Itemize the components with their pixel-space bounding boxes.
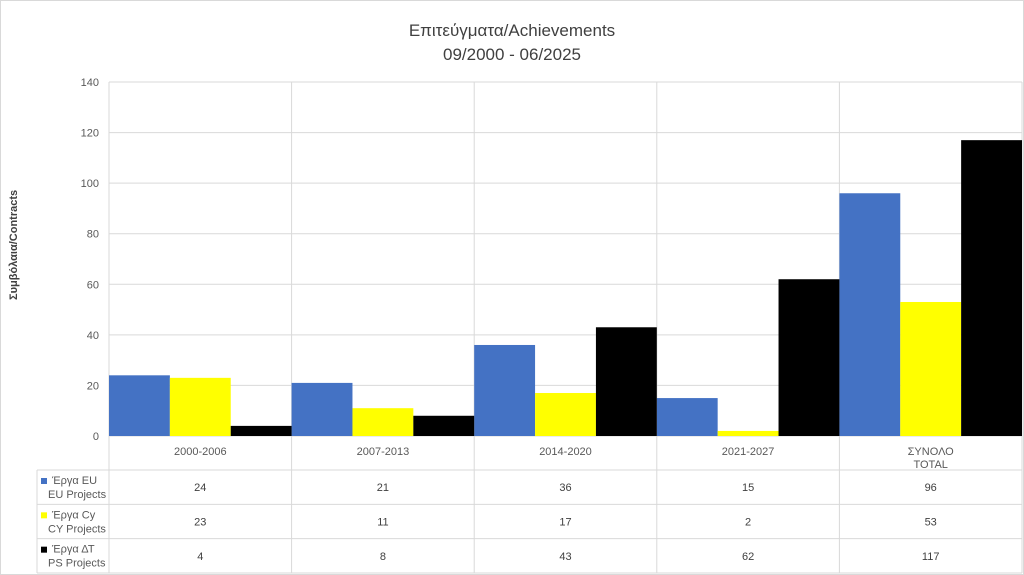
legend-key-series3: [41, 546, 47, 553]
table-value-series3-cat5: 117: [922, 551, 940, 563]
bar-series1-cat3: [474, 344, 536, 436]
bar-series1-cat4: [656, 398, 718, 436]
y-tick-label: 140: [81, 77, 99, 89]
y-tick-label: 20: [87, 380, 99, 392]
bar-series1-cat2: [291, 382, 353, 436]
y-tick-label: 120: [81, 128, 99, 140]
legend-label-series2: Έργα Cy CY Projects: [48, 509, 106, 535]
table-value-series1-cat2: 21: [377, 482, 389, 494]
table-value-series3-cat4: 62: [742, 551, 754, 563]
legend-key-series2: [41, 512, 47, 519]
bar-series3-cat3: [595, 327, 657, 436]
chart-title: Επιτεύγματα/Achievements: [408, 21, 616, 40]
y-tick-label: 40: [87, 330, 99, 342]
y-tick-label: 60: [87, 279, 99, 291]
table-value-series1-cat3: 36: [559, 482, 571, 494]
table-value-series1-cat4: 15: [742, 482, 754, 494]
bar-series2-cat2: [352, 408, 414, 436]
table-value-series2-cat1: 23: [194, 517, 206, 529]
bar-series2-cat1: [169, 377, 231, 436]
y-tick-label: 0: [93, 431, 99, 443]
table-value-series2-cat4: 2: [745, 517, 751, 529]
chart-subtitle: 09/2000 - 06/2025: [442, 45, 581, 64]
x-category-label: 2000-2006: [174, 446, 227, 458]
y-tick-label: 80: [87, 229, 99, 241]
bar-series3-cat5: [961, 140, 1022, 436]
bar-series3-cat4: [778, 279, 840, 436]
table-value-series1-cat5: 96: [925, 482, 937, 494]
bar-series3-cat2: [413, 415, 475, 436]
table-value-series3-cat2: 8: [380, 551, 386, 563]
legend-label-series3: Έργα ΔΤ PS Projects: [48, 544, 106, 570]
x-category-label: 2014-2020: [539, 446, 592, 458]
x-category-label: 2007-2013: [357, 446, 410, 458]
bar-series2-cat3: [535, 393, 596, 436]
x-category-label: ΣΥΝΟΛΟ TOTAL: [908, 446, 955, 471]
bar-series2-cat4: [717, 430, 779, 436]
table-value-series3-cat3: 43: [559, 551, 571, 563]
table-value-series3-cat1: 4: [197, 551, 203, 563]
bar-series1-cat5: [839, 193, 901, 436]
table-value-series2-cat2: 11: [377, 517, 388, 529]
bar-series1-cat1: [109, 375, 170, 436]
table-value-series2-cat3: 17: [559, 517, 571, 529]
table-value-series2-cat5: 53: [925, 517, 937, 529]
legend-key-series1: [41, 478, 47, 484]
table-value-series1-cat1: 24: [194, 482, 206, 494]
legend-label-series1: Έργα EU EU Projects: [48, 475, 107, 501]
y-tick-label: 100: [81, 178, 99, 190]
bar-series3-cat1: [230, 425, 292, 436]
x-category-label: 2021-2027: [722, 446, 775, 458]
bar-series2-cat5: [900, 301, 962, 436]
